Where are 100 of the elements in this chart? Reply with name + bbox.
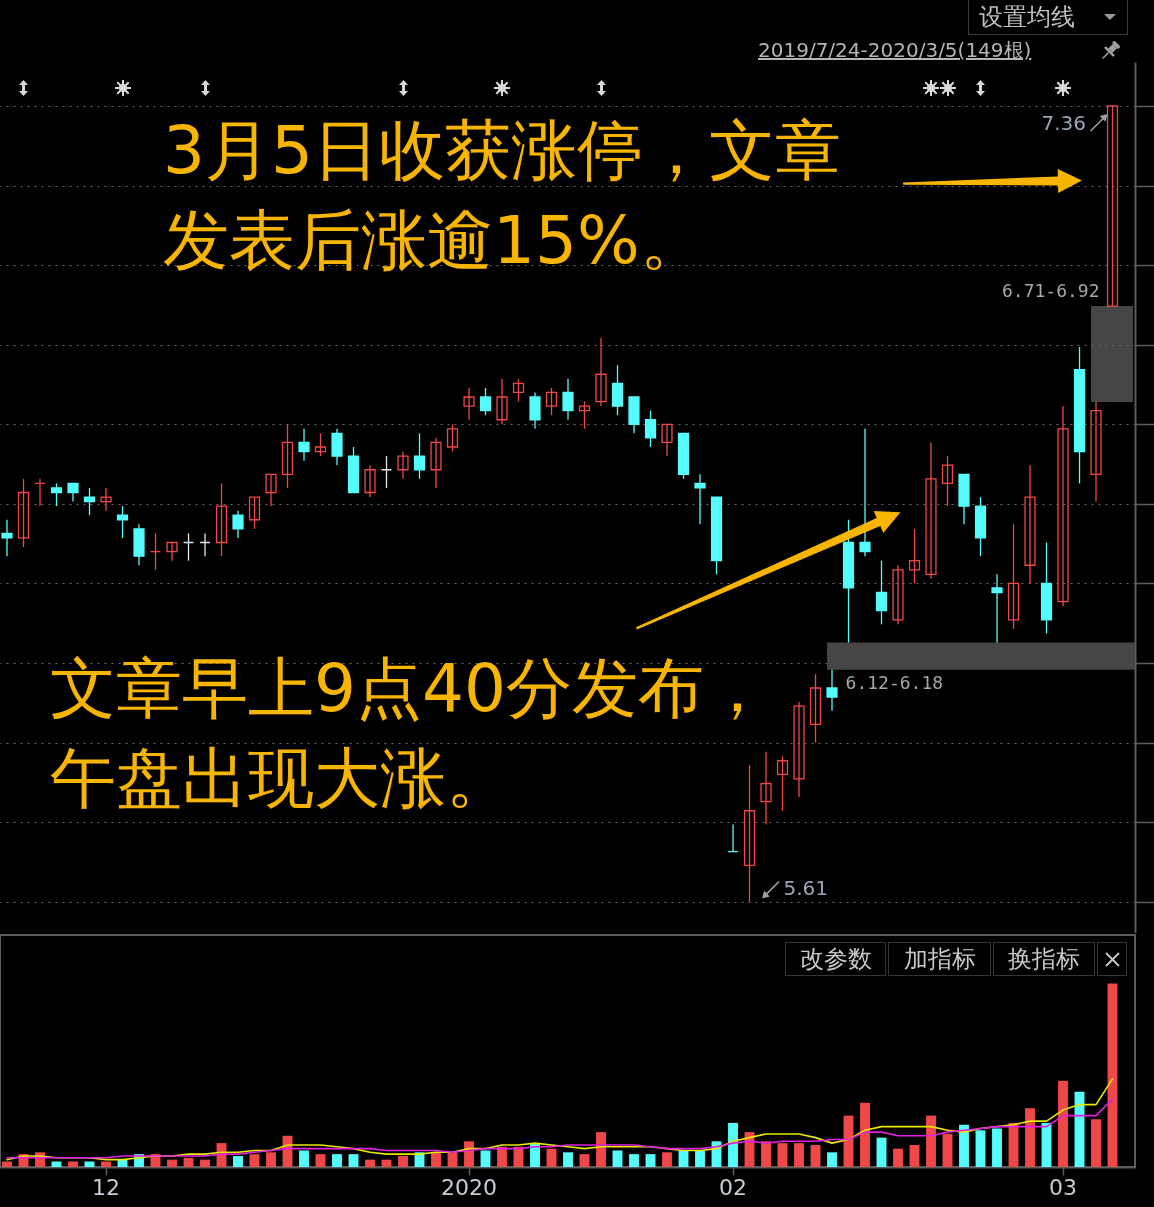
candlestick [446,423,459,453]
bar [2,1161,12,1167]
candlestick [265,473,277,507]
bar [975,1130,986,1167]
bar [827,1152,837,1167]
candlestick [67,482,79,503]
candlestick [463,387,475,421]
candlestick [611,364,624,416]
candlestick [298,428,310,462]
bar [1091,1119,1101,1167]
candlestick [892,564,904,625]
candlestick [479,387,492,416]
candlestick [793,700,805,798]
candlestick [941,455,954,507]
candlestick [595,337,607,407]
candlestick [34,478,46,507]
bar [893,1148,903,1167]
candlestick [182,532,195,562]
annotation: 3月5日收获涨停，文章发表后涨逾15%。 [163,111,842,281]
bar [563,1152,573,1167]
bar [777,1143,788,1167]
candlestick [496,378,508,425]
band-label: 6.12-6.18 [845,671,944,693]
candlestick [826,669,838,712]
bar [398,1155,408,1167]
x-tick-label: 03 [1049,1174,1078,1200]
candlestick [1,519,13,557]
bar [959,1124,969,1167]
bar [497,1146,507,1167]
bar [299,1150,309,1167]
bar [695,1150,705,1167]
candlestick [1106,105,1119,307]
button: 加指标 [888,942,991,976]
annotation: 6.71-6.92 [1002,280,1100,303]
bar [992,1128,1002,1167]
candlestick [331,428,343,466]
bar [662,1152,672,1167]
bar [51,1161,62,1167]
bar [480,1150,491,1167]
candlestick [199,532,211,557]
bar [761,1141,771,1167]
bar [249,1154,260,1167]
candlestick [743,764,756,903]
annotation: 5.61 [783,875,829,900]
bar [200,1159,210,1167]
candlestick [50,482,63,507]
candlestick [991,573,1003,644]
candlestick [1090,400,1102,503]
candlestick [166,541,178,562]
candlestick [100,487,112,512]
candlestick [364,464,376,498]
candlestick [875,560,888,625]
x-tick-label: 12 [92,1174,121,1200]
candlestick [380,455,393,489]
x-tick-label: 02 [719,1174,748,1200]
bar [365,1159,375,1167]
bar [1058,1080,1068,1167]
candlestick [578,400,591,430]
bar [1107,983,1118,1167]
bar [728,1122,738,1167]
candlestick [397,450,409,480]
candlestick [413,432,426,480]
annotation: 文章早上9点40分发布，午盘出现大涨。 [50,649,771,819]
bar [348,1154,359,1167]
candlestick [232,510,244,539]
candlestick [215,482,228,557]
candlestick [727,823,739,853]
dropdown-field: 设置均线 [968,0,1128,35]
bar [332,1154,342,1167]
button: 换指标 [993,942,1095,976]
bar [68,1161,78,1167]
bar [810,1144,821,1167]
candlestick [694,473,706,525]
candlestick [908,528,921,585]
bar [84,1161,95,1167]
candlestick [281,423,294,489]
candlestick [529,391,541,430]
candlestick [776,755,789,812]
text: 2019/7/24-2020/3/5(149根) [758,37,1032,63]
bar [431,1152,441,1167]
bar [233,1155,243,1167]
candlestick [83,487,96,516]
candlestick [1024,464,1036,585]
candlestick [562,378,574,421]
bar [926,1115,936,1167]
bar [876,1137,887,1167]
candlestick [248,496,261,530]
candlestick [661,423,673,457]
candlestick [859,428,871,557]
bar [579,1154,590,1167]
candlestick [314,432,327,457]
candlestick [1007,523,1020,630]
bar [629,1154,639,1167]
button: 改参数 [785,942,886,976]
candlestick [644,409,657,448]
annotation: 7.36 [1041,111,1087,135]
bar [860,1102,870,1167]
candlestick [512,378,525,403]
candlestick [925,441,937,580]
bar [942,1133,953,1167]
